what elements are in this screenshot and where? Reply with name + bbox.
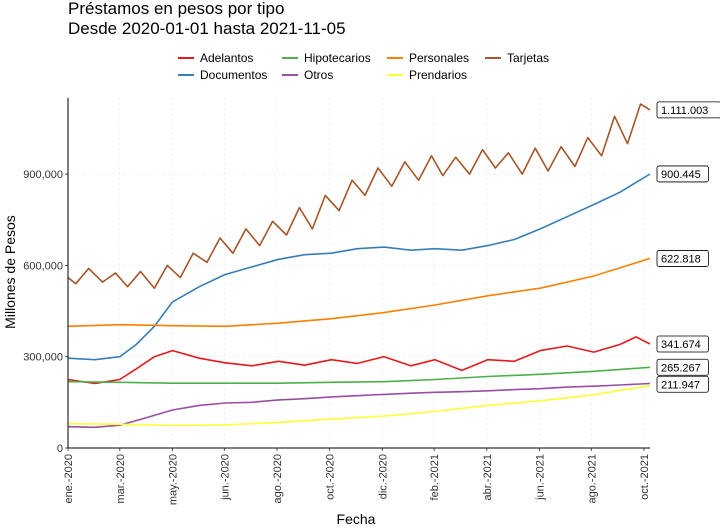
end-label-personales: 622.818 [656, 250, 709, 267]
x-tick-label: oct.-2020 [325, 454, 337, 500]
end-label-otros: 211.947 [656, 375, 709, 393]
chart-title: Préstamos en pesos por tipo [68, 0, 284, 18]
end-label-box [656, 250, 709, 267]
x-tick-label: ago.-2021 [586, 454, 598, 504]
end-label-text: 622.818 [661, 253, 701, 265]
y-axis-title: Millones de Pesos [2, 215, 18, 329]
end-label-text: 341.674 [661, 339, 701, 351]
x-tick-label: feb.-2021 [429, 454, 441, 500]
y-tick-label: 900,000 [23, 169, 63, 181]
end-label-text: 265.267 [661, 362, 701, 374]
x-tick-label: ene.-2020 [63, 454, 75, 504]
y-tick-label: 0 [57, 443, 63, 455]
series-line-prendarios [67, 384, 651, 427]
x-tick-label: abr.-2021 [482, 454, 494, 500]
legend-item-personales: Personales [387, 51, 469, 65]
legend-item-otros: Otros [282, 68, 333, 82]
series-layer [67, 103, 651, 429]
legend-label: Personales [409, 51, 469, 65]
end-label-box [656, 335, 709, 353]
x-tick-label: dic.-2020 [377, 454, 389, 499]
x-tick-label: jun.-2020 [219, 454, 231, 501]
legend-item-prendarios: Prendarios [387, 68, 467, 82]
end-label-tarjetas: 1.111.003 [656, 101, 720, 119]
legend-item-adelantos: Adelantos [178, 51, 253, 65]
end-labels: 1.111.003 900.445 622.818 341.674 265.267 211… [656, 101, 720, 393]
end-label-adelantos: 341.674 [656, 335, 709, 353]
series-line-otros [67, 382, 651, 429]
series-line-adelantos [67, 336, 651, 385]
legend-label: Adelantos [200, 51, 253, 65]
legend-item-documentos: Documentos [178, 68, 267, 82]
end-label-box [656, 165, 709, 183]
x-tick-label: ago.-2020 [272, 454, 284, 504]
legend: Adelantos Documentos Hipotecarios Otros Pers… [178, 51, 549, 82]
end-label-box [656, 375, 709, 393]
end-label-text: 1.111.003 [661, 105, 708, 117]
legend-label: Documentos [200, 68, 267, 82]
series-line-personales [67, 257, 651, 328]
y-tick-label: 600,000 [23, 260, 63, 272]
end-label-hipotecarios: 265.267 [656, 358, 709, 376]
axes: 0 300,000 600,000 900,000 ene.-2020 mar.-2020… [23, 98, 651, 505]
legend-label: Otros [304, 68, 333, 82]
chart-subtitle: Desde 2020-01-01 hasta 2021-11-05 [68, 19, 346, 38]
y-tick-label: 300,000 [23, 352, 63, 364]
series-line-documentos [67, 173, 651, 361]
x-tick-label: oct.-2021 [639, 454, 651, 500]
legend-label: Tarjetas [507, 51, 549, 65]
legend-label: Hipotecarios [304, 51, 371, 65]
series-line-tarjetas [67, 103, 651, 289]
x-tick-label: may.-2020 [167, 454, 179, 505]
end-label-box [656, 358, 709, 376]
end-label-text: 211.947 [661, 379, 700, 391]
legend-item-tarjetas: Tarjetas [485, 51, 549, 65]
legend-item-hipotecarios: Hipotecarios [282, 51, 371, 65]
x-axis-title: Fecha [337, 511, 376, 527]
end-label-text: 900.445 [661, 169, 701, 181]
x-tick-label: mar.-2020 [115, 454, 127, 504]
legend-label: Prendarios [409, 68, 467, 82]
x-tick-label: jun.-2021 [534, 454, 546, 501]
series-line-hipotecarios [67, 366, 651, 384]
end-label-documentos: 900.445 [656, 165, 709, 183]
end-label-box [656, 101, 720, 119]
